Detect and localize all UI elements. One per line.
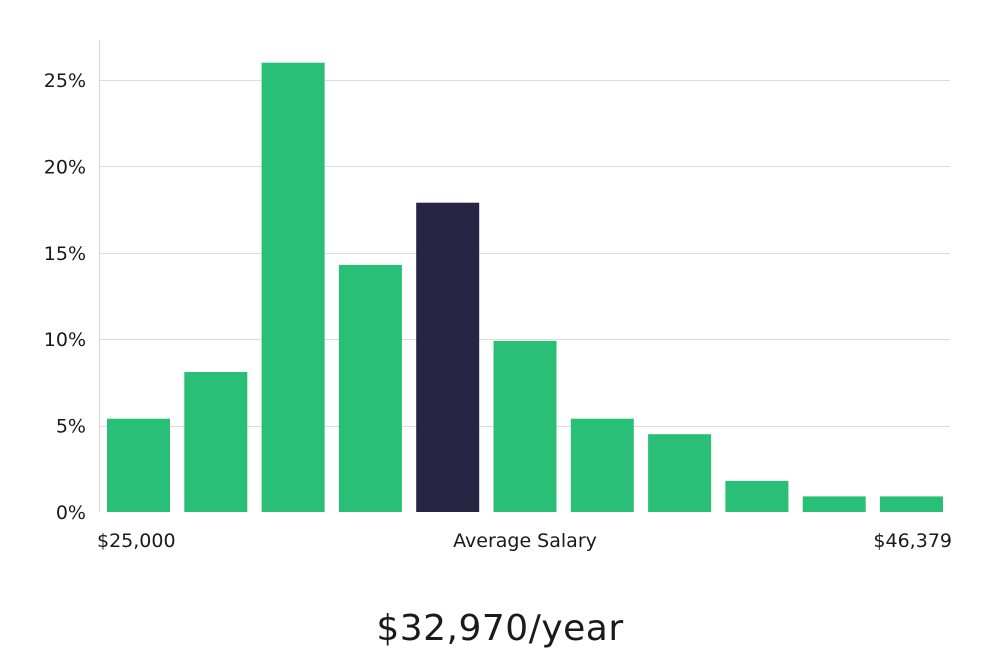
x-axis-title: Average Salary — [453, 530, 597, 552]
bar — [184, 372, 248, 512]
bar — [261, 62, 325, 512]
bar — [338, 264, 402, 512]
bars — [107, 62, 943, 512]
y-tick-labels: 0% 5% 10% 15% 20% 25% — [44, 70, 86, 524]
y-tick-label: 10% — [44, 329, 86, 351]
average-salary-caption: $32,970/year — [376, 608, 624, 649]
y-tick-label: 20% — [44, 156, 86, 178]
y-tick-label: 0% — [56, 502, 86, 524]
y-tick-label: 5% — [56, 416, 86, 438]
bar — [880, 496, 943, 512]
bar — [493, 340, 557, 512]
gridlines — [100, 80, 950, 427]
bar — [725, 480, 789, 512]
x-end-label: $46,379 — [873, 530, 952, 552]
bar-highlighted — [416, 202, 480, 512]
bar — [107, 418, 170, 512]
bar — [802, 496, 866, 512]
salary-histogram: 0%5%10%15%20%25% $25,000 Average Salary … — [44, 40, 952, 552]
y-tick-label: 25% — [44, 70, 86, 92]
bar — [570, 418, 634, 512]
y-tick-label: 15% — [44, 243, 86, 265]
bar — [648, 434, 712, 512]
x-start-label: $25,000 — [97, 530, 176, 552]
